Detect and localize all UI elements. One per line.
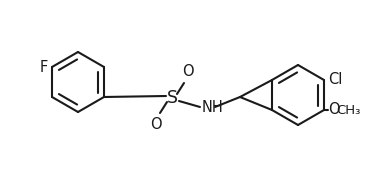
Text: NH: NH	[202, 101, 224, 116]
Text: O: O	[182, 64, 194, 79]
Text: O: O	[328, 103, 339, 117]
Text: F: F	[40, 59, 48, 75]
Text: S: S	[167, 89, 178, 107]
Text: O: O	[150, 117, 162, 132]
Text: CH₃: CH₃	[336, 103, 360, 116]
Text: Cl: Cl	[328, 72, 342, 87]
